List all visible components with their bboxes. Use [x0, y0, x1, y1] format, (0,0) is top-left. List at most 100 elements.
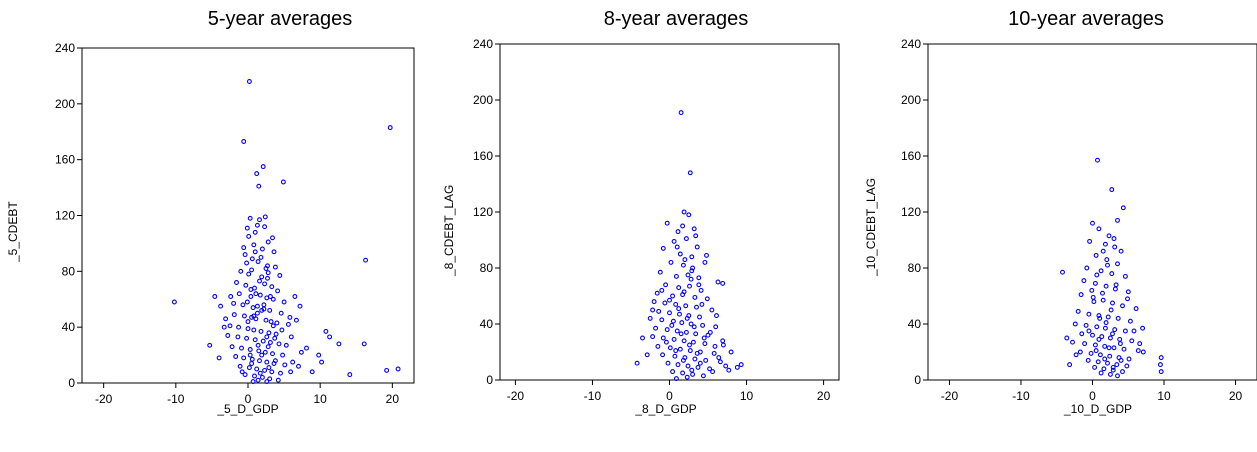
- data-point: [240, 302, 246, 308]
- data-point: [252, 373, 257, 379]
- data-point: [361, 341, 367, 347]
- x-tick-label: -10: [1012, 389, 1030, 403]
- data-point: [1097, 315, 1103, 321]
- data-point: [304, 345, 309, 351]
- data-point: [252, 229, 258, 235]
- data-point: [691, 226, 697, 232]
- x-tick-label: 10: [1157, 389, 1171, 403]
- data-point: [264, 379, 270, 385]
- data-point: [255, 377, 261, 383]
- data-point: [234, 280, 239, 285]
- data-point: [218, 303, 224, 309]
- data-point: [685, 272, 691, 278]
- data-point: [273, 331, 279, 337]
- data-point: [1115, 261, 1120, 267]
- data-point: [687, 170, 693, 176]
- data-point: [663, 339, 669, 345]
- data-point: [655, 343, 661, 349]
- data-point: [1095, 157, 1100, 163]
- data-point: [1072, 321, 1078, 327]
- data-point: [278, 370, 283, 376]
- data-point: [720, 342, 726, 348]
- data-point: [1096, 226, 1102, 232]
- data-point: [243, 282, 249, 288]
- data-point: [670, 293, 676, 299]
- data-point: [704, 252, 709, 258]
- data-point: [270, 351, 275, 357]
- y-tick-label: 160: [901, 149, 921, 163]
- data-point: [1118, 357, 1124, 363]
- data-point: [677, 346, 683, 352]
- data-point: [262, 367, 268, 373]
- data-point: [687, 348, 693, 354]
- data-point: [292, 294, 298, 299]
- data-point: [1100, 297, 1106, 303]
- data-point: [684, 315, 690, 321]
- data-point: [728, 349, 734, 355]
- data-point: [660, 335, 666, 341]
- data-point: [1083, 322, 1089, 328]
- data-point: [258, 254, 264, 260]
- data-point: [257, 278, 262, 284]
- data-point: [696, 275, 702, 281]
- data-point: [262, 281, 268, 287]
- data-point: [723, 363, 729, 369]
- x-tick-label: 20: [386, 392, 400, 406]
- data-point: [265, 344, 271, 350]
- data-point: [707, 366, 713, 372]
- data-point: [281, 299, 287, 305]
- data-point: [244, 299, 250, 305]
- data-point: [1112, 327, 1118, 333]
- data-point: [265, 275, 270, 281]
- data-point: [1060, 269, 1065, 275]
- data-point: [1111, 345, 1117, 351]
- data-point: [264, 359, 270, 365]
- data-point: [245, 319, 251, 325]
- data-point: [272, 264, 278, 270]
- data-point: [676, 306, 682, 312]
- data-point: [267, 340, 273, 345]
- data-point: [309, 369, 315, 375]
- data-point: [241, 313, 247, 319]
- data-point: [277, 273, 283, 278]
- data-point: [1113, 282, 1119, 288]
- data-point: [259, 307, 265, 313]
- scatter-plot-10yr: 0 40 80 120 160 200 240 -20 -10 0 10 20: [901, 37, 1257, 403]
- x-tick-label: 0: [666, 389, 673, 403]
- data-point: [680, 223, 686, 229]
- data-point: [1070, 339, 1075, 345]
- data-point: [647, 315, 653, 321]
- data-point: [1106, 345, 1112, 351]
- data-point: [1105, 314, 1111, 320]
- data-point: [694, 244, 700, 250]
- data-point: [707, 329, 713, 335]
- data-point: [1092, 364, 1098, 370]
- data-point: [241, 245, 247, 251]
- data-point: [694, 304, 699, 310]
- data-point: [223, 316, 229, 322]
- data-point: [717, 359, 723, 365]
- data-point: [1089, 287, 1095, 293]
- data-point: [1102, 325, 1108, 331]
- data-point: [654, 290, 660, 296]
- data-point: [699, 301, 705, 307]
- data-point: [1086, 328, 1092, 334]
- data-point: [683, 329, 689, 335]
- data-point: [231, 312, 237, 318]
- data-point: [235, 334, 241, 340]
- data-point: [275, 288, 281, 294]
- data-point: [691, 324, 697, 330]
- data-point: [248, 287, 254, 292]
- data-point: [298, 349, 304, 355]
- data-point: [280, 352, 286, 358]
- data-point: [1109, 187, 1115, 193]
- data-point: [275, 377, 281, 383]
- data-point: [1133, 306, 1139, 312]
- y-tick-label: 120: [55, 209, 75, 223]
- x-axis-label: _5_D_GDP: [217, 402, 279, 416]
- data-point: [1158, 369, 1164, 375]
- data-point: [225, 333, 231, 338]
- y-tick-label: 0: [486, 373, 493, 387]
- data-point: [720, 338, 726, 344]
- data-point: [672, 353, 678, 359]
